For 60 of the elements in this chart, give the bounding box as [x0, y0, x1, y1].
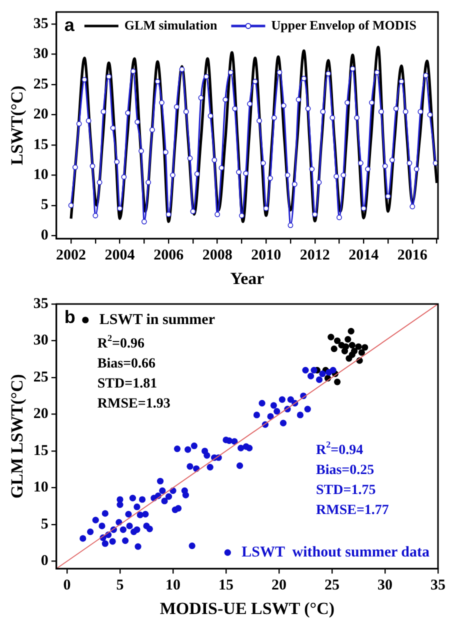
point: [355, 343, 362, 350]
chart-title: b: [64, 306, 76, 327]
y-tick-label: 20: [33, 406, 48, 422]
y-tick-label: 20: [33, 106, 48, 123]
x-tick-label: 25: [324, 577, 340, 594]
x-axis-title: MODIS-UE LSWT (°C): [160, 599, 335, 618]
point: [342, 343, 350, 350]
x-axis-title: Year: [230, 269, 265, 288]
y-tick-label: 30: [33, 46, 48, 62]
x-tick-label: 2008: [202, 247, 232, 264]
annotation: RMSE=1.77: [316, 503, 389, 518]
point: [346, 355, 352, 362]
legend-label: Upper Envelop of MODIS: [271, 17, 417, 32]
x-tick-label: 2016: [397, 247, 428, 264]
x-tick-label: 2014: [348, 247, 380, 264]
x-tick-label: 2004: [104, 247, 136, 264]
y-tick-label: 5: [40, 197, 48, 214]
y-axis-title: GLM LSWT(°C): [8, 374, 27, 498]
annotation: STD=1.81: [97, 376, 158, 392]
y-tick-label: 10: [33, 167, 48, 184]
y-tick-label: 0: [40, 227, 48, 244]
point: [330, 346, 338, 352]
x-tick-label: 2006: [154, 247, 184, 264]
y-axis-title: LSWT(°C): [8, 86, 27, 166]
annotation: RMSE=1.93: [97, 396, 170, 412]
point: [328, 334, 334, 340]
x-tick-label: 2012: [300, 247, 330, 264]
legend-label: LSWT in summer: [99, 312, 216, 328]
x-tick-label: 20: [272, 577, 286, 594]
y-tick-label: 15: [33, 442, 48, 459]
point: [348, 342, 356, 348]
point: [358, 349, 365, 356]
x-tick-label: 2010: [251, 247, 282, 264]
point: [334, 378, 341, 386]
y-tick-label: 25: [33, 76, 48, 92]
y-tick-label: 0: [40, 553, 48, 570]
annotation: Bias=0.66: [97, 356, 156, 372]
annotation: STD=1.75: [316, 483, 376, 498]
y-tick-label: 15: [33, 136, 48, 153]
x-tick-label: 2002: [56, 247, 86, 264]
annotation: Bias=0.25: [316, 463, 374, 478]
x-tick-label: 15: [218, 577, 234, 594]
x-tick-label: 35: [430, 577, 446, 594]
legend-label: GLM simulation: [124, 17, 218, 32]
y-tick-label: 30: [33, 332, 48, 349]
legend-label: LSWT without summer data: [242, 544, 430, 560]
chart-title: a: [64, 14, 76, 35]
y-tick-label: 35: [33, 296, 48, 312]
y-tick-label: 5: [40, 516, 48, 532]
x-tick-label: 10: [166, 577, 180, 594]
point: [348, 328, 354, 334]
point: [344, 336, 352, 343]
point: [362, 344, 368, 351]
y-tick-label: 10: [33, 480, 48, 496]
y-tick-label: 35: [33, 16, 48, 32]
x-tick-label: 30: [378, 577, 392, 594]
y-tick-label: 25: [33, 369, 48, 386]
point: [334, 337, 341, 344]
x-tick-label: 5: [116, 577, 124, 594]
x-tick-label: 0: [63, 577, 71, 594]
